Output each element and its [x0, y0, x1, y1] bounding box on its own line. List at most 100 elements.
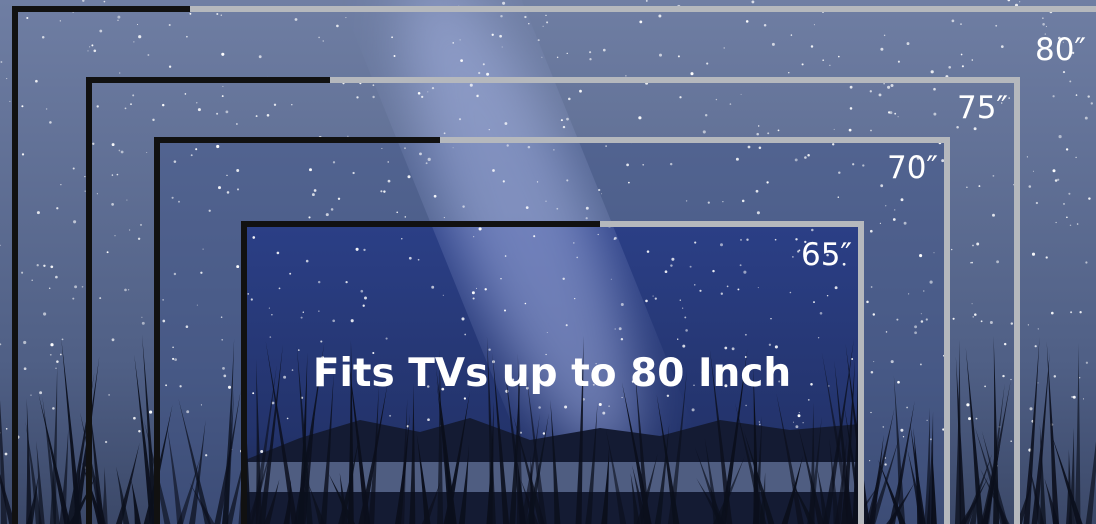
star [680, 300, 681, 301]
star [941, 159, 944, 162]
star [419, 152, 422, 155]
star [221, 15, 222, 16]
star [962, 65, 964, 67]
star [659, 54, 662, 57]
star [605, 145, 606, 146]
star [621, 338, 623, 340]
star [903, 436, 904, 437]
star [444, 217, 445, 218]
star [462, 205, 464, 207]
star [897, 381, 900, 384]
star [966, 403, 969, 406]
star [251, 298, 253, 300]
star [976, 243, 979, 246]
star [132, 94, 134, 96]
star [834, 129, 835, 130]
size-label: 65″ [801, 237, 852, 273]
star [222, 86, 223, 87]
star [125, 108, 127, 110]
star [381, 148, 382, 149]
star [655, 298, 657, 300]
star [882, 426, 884, 428]
star [1068, 193, 1070, 195]
star [642, 164, 644, 166]
star [73, 167, 75, 169]
star [598, 189, 600, 191]
star [793, 422, 794, 423]
star [347, 136, 348, 137]
star [142, 322, 145, 325]
star [870, 412, 871, 413]
star [665, 270, 668, 273]
star [138, 35, 141, 38]
star [741, 94, 742, 95]
star [1087, 95, 1089, 97]
star [850, 86, 853, 89]
star [737, 288, 739, 290]
star [221, 339, 223, 341]
star [470, 84, 473, 87]
star [759, 147, 762, 150]
star [745, 334, 747, 336]
star [721, 293, 723, 295]
star [767, 132, 769, 134]
star [1077, 223, 1079, 225]
star [46, 108, 47, 109]
star [404, 147, 406, 149]
star [526, 206, 529, 209]
star [883, 83, 884, 84]
star [759, 424, 761, 426]
star [428, 158, 431, 161]
star [769, 344, 771, 346]
star [547, 332, 548, 333]
headline: Fits TVs up to 80 Inch [313, 351, 791, 396]
star [694, 284, 695, 285]
star [639, 20, 642, 23]
star [292, 369, 294, 371]
star [432, 87, 434, 89]
star [1004, 343, 1006, 345]
star [914, 325, 917, 328]
star [221, 316, 223, 318]
star [901, 198, 904, 201]
star [832, 143, 834, 145]
star [1001, 45, 1004, 48]
star [396, 211, 398, 213]
star [73, 220, 76, 223]
star [556, 208, 558, 210]
star [966, 186, 968, 188]
star [690, 72, 693, 75]
star [974, 313, 977, 316]
star [961, 54, 963, 56]
star [869, 460, 870, 461]
tv-size-image: 80″ 75″ 70″ 65″ Fits TVs up to 80 Inch [0, 0, 1096, 524]
star [829, 65, 830, 66]
star [236, 123, 238, 125]
star [608, 405, 610, 407]
star [92, 143, 94, 145]
star [162, 320, 165, 323]
star [898, 61, 900, 63]
star [444, 132, 446, 134]
star [927, 420, 928, 421]
star [1085, 117, 1088, 120]
star [418, 92, 421, 95]
star [72, 298, 74, 300]
star [472, 291, 475, 294]
star [459, 118, 461, 120]
star [870, 90, 872, 92]
star [129, 230, 130, 231]
star [795, 158, 798, 161]
star [543, 432, 545, 434]
star [43, 265, 45, 267]
star [770, 318, 771, 319]
star [799, 412, 800, 413]
star [873, 313, 875, 315]
star [1054, 375, 1056, 377]
star [172, 358, 174, 360]
star [269, 308, 270, 309]
star [968, 417, 971, 420]
star [1032, 253, 1035, 256]
star [1056, 222, 1057, 223]
star [427, 418, 430, 421]
